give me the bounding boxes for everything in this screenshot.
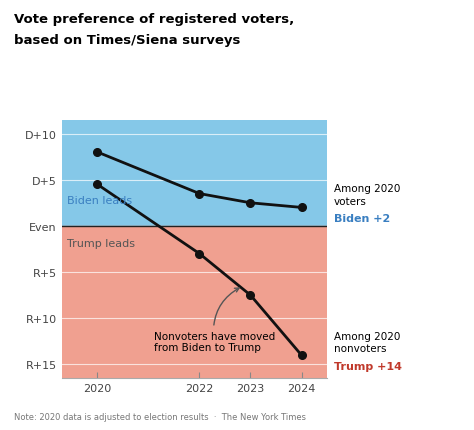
Text: Biden leads: Biden leads [67, 196, 132, 206]
Text: Biden +2: Biden +2 [334, 214, 391, 224]
Text: based on Times/Siena surveys: based on Times/Siena surveys [14, 34, 241, 47]
Text: Trump leads: Trump leads [67, 238, 135, 248]
Text: Nonvoters have moved
from Biden to Trump: Nonvoters have moved from Biden to Trump [154, 289, 275, 352]
Text: Among 2020
voters: Among 2020 voters [334, 184, 401, 206]
Text: Among 2020
nonvoters: Among 2020 nonvoters [334, 331, 401, 353]
Text: Vote preference of registered voters,: Vote preference of registered voters, [14, 13, 294, 26]
Text: Note: 2020 data is adjusted to election results  ·  The New York Times: Note: 2020 data is adjusted to election … [14, 412, 306, 421]
Bar [62, 226, 327, 378]
Bar [62, 120, 327, 226]
Text: Trump +14: Trump +14 [334, 361, 402, 371]
